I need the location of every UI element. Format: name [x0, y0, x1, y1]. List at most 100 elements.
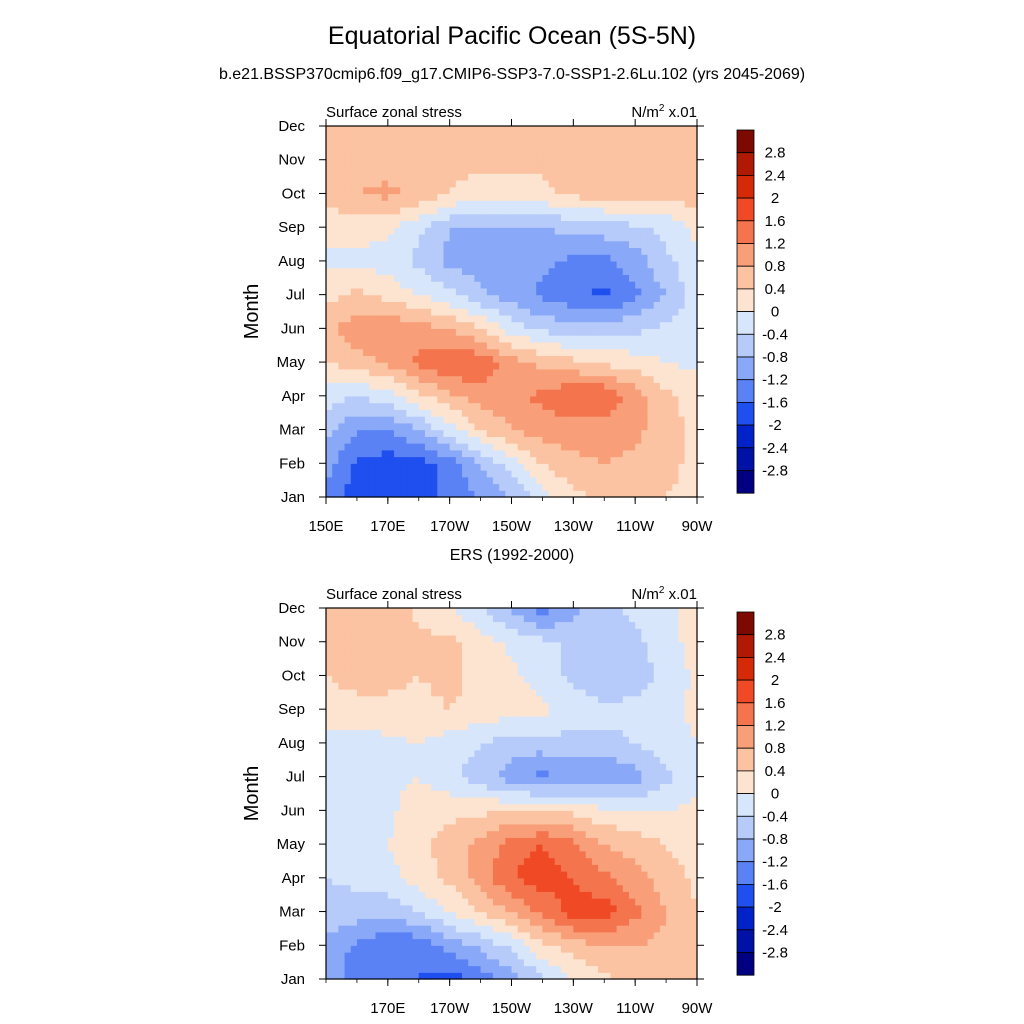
contour-cell	[647, 871, 655, 879]
contour-cell	[591, 294, 599, 302]
contour-cell	[635, 490, 642, 498]
contour-cell	[499, 850, 506, 859]
contour-cell	[598, 871, 605, 879]
y-tick-label: Apr	[282, 388, 305, 405]
contour-cell	[369, 247, 377, 255]
contour-cell	[635, 335, 642, 343]
contour-cell	[560, 436, 568, 444]
contour-cell	[474, 193, 482, 201]
contour-cell	[332, 918, 339, 926]
contour-cell	[437, 958, 445, 967]
contour-cell	[616, 186, 624, 195]
contour-cell	[641, 830, 649, 838]
contour-cell	[585, 402, 593, 410]
contour-cell	[616, 837, 624, 845]
contour-cell	[338, 483, 346, 491]
contour-cell	[604, 200, 612, 208]
contour-cell	[511, 422, 519, 431]
contour-cell	[406, 200, 414, 208]
contour-cell	[363, 938, 370, 946]
contour-cell	[678, 173, 686, 181]
contour-cell	[499, 139, 506, 147]
contour-cell	[350, 871, 358, 879]
contour-cell	[443, 247, 451, 255]
contour-cell	[653, 193, 661, 201]
contour-cell	[468, 871, 475, 879]
contour-cell	[505, 166, 513, 174]
contour-cell	[424, 931, 432, 940]
contour-cell	[468, 126, 475, 134]
contour-cell	[480, 416, 488, 424]
contour-cell	[511, 335, 519, 343]
contour-cell	[406, 328, 414, 336]
contour-cell	[400, 409, 407, 417]
contour-cell	[474, 810, 482, 818]
contour-cell	[635, 904, 642, 913]
contour-cell	[387, 227, 395, 235]
contour-cell	[598, 904, 605, 913]
contour-cell	[678, 877, 686, 886]
contour-cell	[542, 301, 550, 309]
contour-cell	[511, 281, 519, 289]
contour-cell	[437, 429, 445, 437]
contour-cell	[690, 931, 698, 940]
contour-cell	[517, 965, 525, 973]
contour-cell	[431, 416, 438, 424]
contour-cell	[381, 456, 389, 464]
contour-cell	[480, 173, 488, 181]
contour-cell	[517, 213, 525, 222]
contour-cell	[567, 429, 574, 437]
contour-cell	[326, 864, 333, 872]
contour-cell	[530, 476, 537, 485]
contour-cell	[363, 186, 370, 195]
contour-cell	[598, 240, 605, 249]
contour-cell	[462, 247, 469, 255]
contour-cell	[517, 287, 525, 296]
contour-cell	[505, 945, 513, 953]
contour-cell	[486, 416, 494, 424]
contour-cell	[579, 463, 587, 471]
contour-cell	[523, 213, 531, 222]
contour-cell	[511, 810, 519, 818]
contour-cell	[424, 945, 432, 953]
contour-cell	[375, 173, 383, 181]
contour-cell	[585, 260, 593, 269]
contour-cell	[672, 233, 680, 242]
contour-cell	[573, 152, 581, 161]
contour-cell	[437, 844, 445, 852]
contour-cell	[641, 823, 649, 832]
contour-cell	[672, 877, 680, 886]
contour-cell	[369, 938, 377, 946]
contour-cell	[647, 436, 655, 444]
contour-cell	[560, 422, 568, 431]
contour-cell	[567, 972, 574, 980]
contour-cell	[492, 877, 500, 886]
contour-cell	[523, 179, 531, 188]
contour-cell	[659, 911, 667, 919]
contour-cell	[400, 830, 407, 838]
contour-cell	[610, 152, 618, 161]
contour-cell	[511, 362, 519, 370]
contour-cell	[530, 884, 537, 892]
contour-cell	[394, 449, 401, 458]
contour-cell	[585, 389, 593, 397]
contour-cell	[424, 443, 432, 451]
contour-cell	[443, 233, 451, 242]
contour-cell	[424, 965, 432, 973]
contour-cell	[536, 470, 544, 478]
contour-cell	[437, 213, 445, 222]
contour-cell	[394, 321, 401, 329]
contour-cell	[326, 389, 333, 397]
contour-cell	[530, 823, 537, 832]
contour-cell	[622, 193, 630, 201]
contour-cell	[573, 931, 581, 940]
contour-cell	[406, 132, 414, 141]
contour-cell	[480, 925, 488, 933]
contour-cell	[363, 274, 370, 282]
contour-cell	[641, 891, 649, 899]
contour-cell	[492, 389, 500, 397]
contour-cell	[548, 952, 556, 960]
contour-cell	[394, 898, 401, 906]
contour-cell	[338, 925, 346, 933]
contour-cell	[647, 389, 655, 397]
